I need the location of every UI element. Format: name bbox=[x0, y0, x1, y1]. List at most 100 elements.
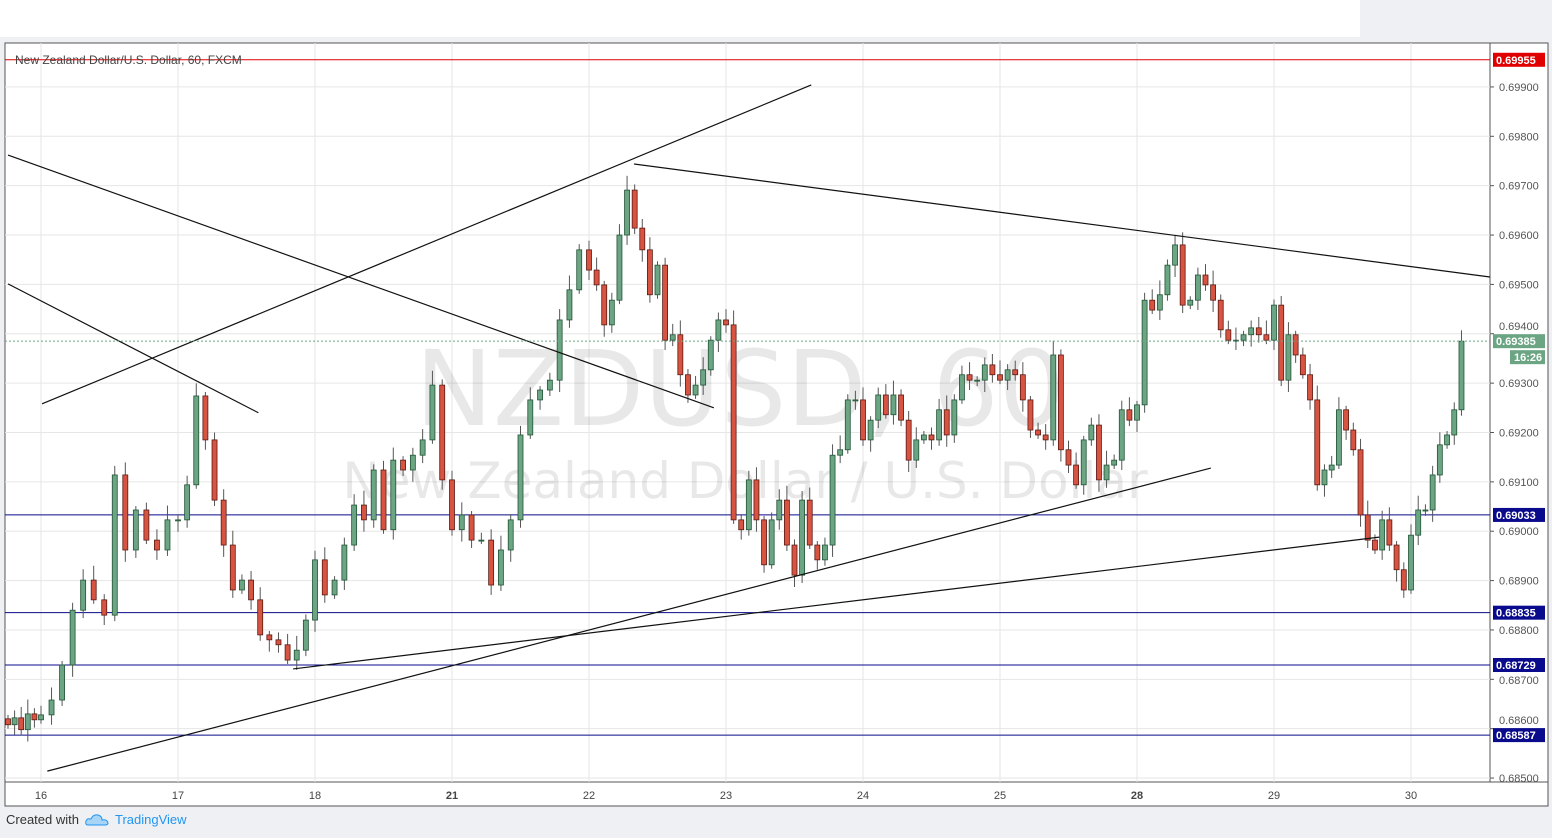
candle-down bbox=[989, 364, 996, 376]
candle-down bbox=[266, 634, 273, 641]
candle-down bbox=[814, 544, 821, 561]
candle-up bbox=[1111, 459, 1118, 466]
trendline bbox=[293, 536, 1380, 670]
countdown-label: 16:26 bbox=[1514, 352, 1542, 364]
candle-up bbox=[715, 319, 722, 341]
y-tick-label: 0.69200 bbox=[1499, 427, 1539, 439]
y-tick-label: 0.69000 bbox=[1499, 526, 1539, 538]
candle-down bbox=[5, 718, 11, 726]
trendline bbox=[41, 84, 812, 405]
x-tick-label: 29 bbox=[1268, 790, 1280, 802]
candle-down bbox=[1042, 434, 1049, 441]
candle-down bbox=[1210, 284, 1217, 301]
candle-up bbox=[1458, 340, 1465, 411]
candle-down bbox=[1386, 519, 1393, 546]
candle-down bbox=[211, 439, 218, 501]
x-tick-label: 24 bbox=[857, 790, 869, 802]
candle-up bbox=[1141, 299, 1148, 406]
candle-down bbox=[1357, 449, 1364, 516]
x-tick-label: 17 bbox=[172, 790, 184, 802]
candle-down bbox=[997, 374, 1003, 381]
candle-up bbox=[164, 519, 171, 551]
candle-up bbox=[1408, 534, 1414, 591]
x-tick-label: 22 bbox=[583, 790, 595, 802]
candle-down bbox=[400, 459, 406, 471]
candle-down bbox=[1364, 514, 1371, 541]
x-tick-label: 18 bbox=[309, 790, 321, 802]
trendline bbox=[7, 154, 715, 409]
candle-up bbox=[566, 289, 573, 321]
trendline bbox=[633, 163, 1491, 278]
x-tick-label: 16 bbox=[35, 790, 47, 802]
candle-up bbox=[507, 519, 514, 551]
last-price-badge bbox=[1493, 334, 1545, 349]
candle-up bbox=[852, 399, 859, 402]
candle-up bbox=[875, 394, 882, 421]
candle-up bbox=[890, 394, 897, 416]
candle-up bbox=[517, 434, 524, 521]
candle-down bbox=[1057, 354, 1064, 451]
candle-down bbox=[761, 519, 767, 566]
candle-down bbox=[122, 474, 129, 551]
y-tick-label: 0.69900 bbox=[1499, 82, 1539, 94]
candle-up bbox=[608, 299, 615, 326]
candle-up bbox=[59, 664, 65, 701]
candle-up bbox=[1164, 264, 1171, 296]
tradingview-link[interactable]: TradingView bbox=[114, 812, 187, 827]
candle-up bbox=[1080, 439, 1087, 486]
candle-up bbox=[239, 579, 245, 591]
candle-up bbox=[458, 514, 465, 531]
candle-down bbox=[791, 544, 798, 576]
y-tick-label: 0.68500 bbox=[1499, 773, 1539, 785]
candle-up bbox=[69, 609, 76, 666]
candle-down bbox=[966, 374, 973, 381]
candle-up bbox=[1088, 424, 1095, 441]
candle-down bbox=[488, 539, 495, 586]
candle-up bbox=[1451, 409, 1458, 436]
candle-up bbox=[1050, 354, 1057, 441]
candle-up bbox=[1187, 299, 1194, 306]
candle-up bbox=[312, 559, 318, 621]
candle-up bbox=[837, 449, 844, 456]
y-tick-label: 0.69400 bbox=[1499, 321, 1539, 333]
y-tick-label: 0.68600 bbox=[1499, 715, 1539, 727]
watermark-description: New Zealand Dollar / U.S. Dollar bbox=[342, 452, 1148, 510]
level-price-label: 0.68729 bbox=[1496, 660, 1536, 672]
level-price-badge bbox=[1493, 507, 1545, 522]
level-price-badge bbox=[1493, 52, 1545, 67]
candle-up bbox=[419, 439, 426, 456]
candle-down bbox=[1299, 354, 1306, 376]
y-tick-label: 0.69300 bbox=[1499, 378, 1539, 390]
candle-down bbox=[361, 504, 367, 521]
candle-down bbox=[1343, 409, 1350, 431]
level-price-label: 0.68587 bbox=[1496, 730, 1536, 742]
countdown-badge bbox=[1510, 350, 1545, 365]
candle-down bbox=[631, 189, 638, 229]
x-tick-label: 23 bbox=[720, 790, 732, 802]
candle-up bbox=[1194, 274, 1201, 301]
candle-up bbox=[951, 399, 958, 436]
candle-down bbox=[593, 269, 600, 286]
candle-up bbox=[1444, 434, 1450, 446]
x-tick-label: 21 bbox=[446, 790, 458, 802]
candle-up bbox=[111, 474, 118, 616]
y-tick-label: 0.68700 bbox=[1499, 675, 1539, 687]
y-tick-label: 0.69600 bbox=[1499, 230, 1539, 242]
chart-title: New Zealand Dollar/U.S. Dollar, 60, FXCM bbox=[15, 53, 242, 67]
tradingview-cloud-icon bbox=[85, 813, 109, 825]
y-tick-label: 0.69700 bbox=[1499, 181, 1539, 193]
chart-pane bbox=[4, 42, 1491, 783]
candle-down bbox=[202, 395, 209, 441]
candle-down bbox=[646, 249, 653, 296]
candle-down bbox=[1027, 399, 1034, 431]
candle-up bbox=[1415, 509, 1422, 536]
candle-up bbox=[981, 364, 988, 381]
candle-up bbox=[1422, 509, 1429, 512]
candle-up bbox=[1103, 464, 1110, 481]
candle-up bbox=[48, 699, 55, 716]
level-price-label: 0.69955 bbox=[1496, 55, 1536, 67]
candle-down bbox=[90, 579, 97, 601]
candle-down bbox=[1202, 274, 1209, 286]
candle-up bbox=[341, 544, 348, 581]
